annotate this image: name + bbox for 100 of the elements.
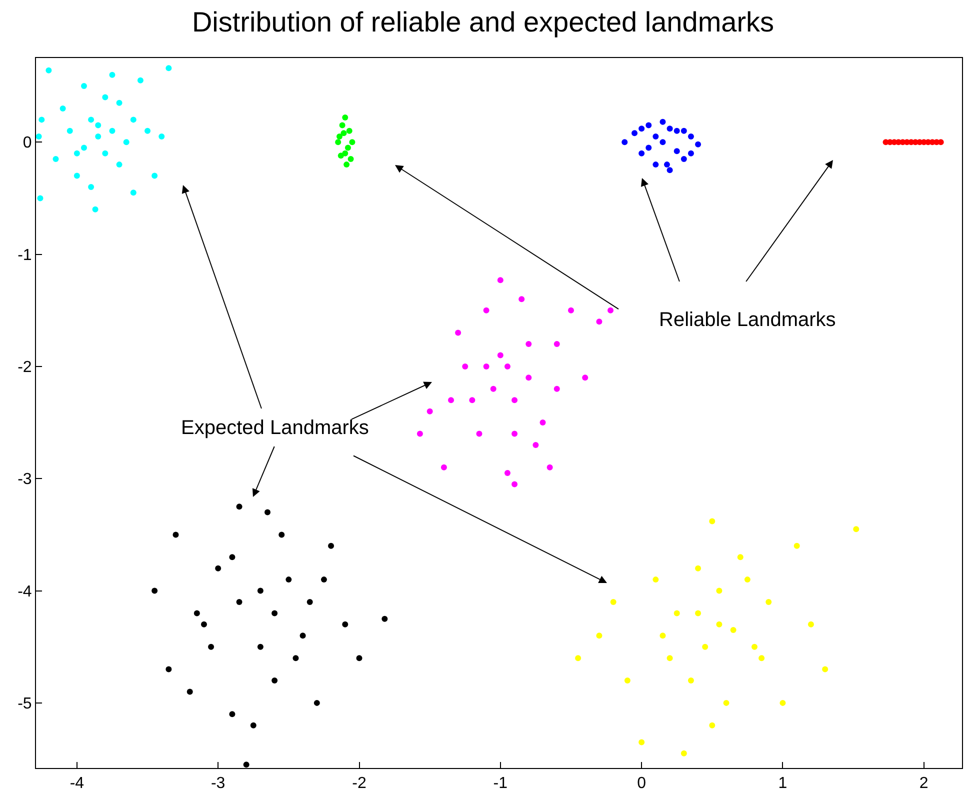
point — [236, 599, 242, 605]
point — [426, 408, 433, 414]
point — [102, 94, 108, 100]
point — [116, 162, 122, 168]
x-tick-label: -4 — [70, 775, 84, 792]
point — [166, 65, 172, 72]
point — [497, 277, 504, 284]
point — [102, 150, 108, 156]
point — [794, 542, 800, 549]
point — [526, 341, 532, 348]
point — [272, 610, 278, 616]
point — [666, 167, 673, 174]
point — [236, 504, 242, 510]
point — [37, 195, 44, 202]
point — [575, 655, 582, 662]
point — [158, 134, 165, 140]
point — [695, 565, 702, 572]
point — [652, 576, 659, 583]
point — [336, 134, 342, 140]
point — [130, 190, 136, 196]
point — [335, 139, 342, 146]
point — [339, 122, 346, 128]
point — [88, 116, 94, 123]
point — [95, 122, 102, 128]
point — [608, 307, 614, 314]
point — [596, 632, 602, 639]
point — [666, 126, 673, 132]
point — [652, 134, 659, 140]
point — [695, 141, 702, 148]
point — [194, 610, 200, 616]
point — [780, 700, 786, 706]
point — [596, 318, 602, 325]
point — [504, 363, 510, 370]
point — [758, 655, 765, 662]
point — [554, 386, 560, 392]
point — [582, 374, 588, 381]
point — [512, 430, 518, 437]
point — [152, 588, 158, 594]
point — [483, 307, 490, 314]
point — [342, 114, 348, 120]
point — [349, 139, 356, 146]
point — [709, 722, 716, 728]
point — [680, 156, 687, 162]
point — [723, 700, 730, 706]
point — [702, 644, 708, 650]
point — [540, 420, 546, 426]
point — [638, 126, 645, 132]
point — [455, 330, 462, 336]
point — [130, 116, 136, 123]
point — [344, 144, 351, 151]
point — [688, 150, 694, 156]
point — [554, 341, 560, 348]
point — [638, 739, 645, 746]
point — [382, 616, 388, 622]
y-tick-label: 0 — [22, 134, 32, 152]
point — [490, 386, 496, 392]
point — [292, 655, 299, 662]
point — [278, 532, 285, 538]
point — [666, 655, 673, 662]
point — [660, 139, 666, 146]
point — [200, 621, 207, 628]
point — [638, 150, 645, 156]
point — [166, 666, 172, 672]
point — [737, 554, 744, 560]
point — [646, 144, 652, 151]
point — [300, 632, 306, 639]
point — [46, 67, 52, 74]
point — [286, 576, 292, 583]
point — [123, 139, 130, 146]
point — [688, 134, 694, 140]
point — [822, 666, 828, 672]
point — [340, 130, 347, 136]
point — [344, 162, 350, 168]
point — [853, 526, 860, 532]
point — [306, 599, 313, 605]
point — [546, 464, 553, 470]
point — [229, 554, 236, 560]
point — [752, 644, 758, 650]
point — [624, 678, 630, 684]
point — [342, 150, 348, 156]
point — [680, 128, 687, 134]
point — [512, 397, 518, 404]
point — [766, 599, 772, 605]
point — [243, 762, 250, 768]
point — [208, 644, 214, 650]
point — [152, 172, 158, 179]
point — [664, 162, 670, 168]
point — [342, 621, 348, 628]
point — [172, 532, 179, 538]
x-tick-label: -1 — [493, 775, 508, 792]
chart-title: Distribution of reliable and expected landmarks — [192, 6, 774, 38]
y-tick-label: -4 — [18, 583, 32, 600]
point — [109, 72, 116, 78]
point — [38, 116, 45, 123]
point — [215, 565, 222, 572]
point — [476, 430, 482, 437]
point — [674, 128, 680, 134]
point — [80, 83, 87, 90]
point — [186, 688, 193, 695]
point — [610, 599, 616, 605]
